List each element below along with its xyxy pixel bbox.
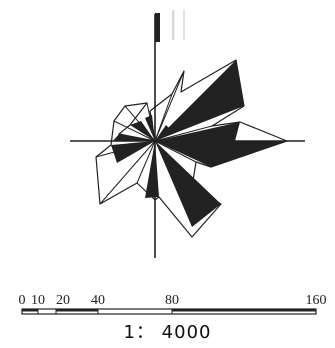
scale-bar-segment-3 [172,309,316,312]
sector-ene [155,112,206,141]
sector-se-large [155,141,221,227]
sector-nw [130,121,155,141]
sector-center [155,125,172,141]
sector-ne-large [155,60,244,141]
scale-tick-label-10: 10 [31,293,45,308]
scale-tick-label-0: 0 [19,293,26,308]
north-indicator [155,10,185,42]
sector-w [113,134,155,141]
sector-e-large [155,141,287,167]
north-bar-light-2 [183,10,185,40]
scale-tick-label-40: 40 [91,293,105,308]
scale-ratio-label: 1： 4000 [123,322,212,343]
sector-s [145,141,159,198]
wind-rose-filled-sectors [111,60,287,227]
scale-tick-label-80: 80 [165,293,179,308]
scale-tick-label-20: 20 [56,293,70,308]
north-bar-dark [155,13,160,42]
scale-tick-label-160: 160 [306,293,327,308]
scale-bar-segment-1 [22,309,38,312]
sector-ese [155,122,240,141]
sector-nnw [145,115,155,141]
scale-bar: 0 10 20 40 80 160 [19,293,327,315]
wind-rose-spokes [95,70,213,205]
sector-wsw [111,141,155,163]
north-bar-light-1 [172,10,175,40]
scale-bar-segment-2 [56,309,98,312]
